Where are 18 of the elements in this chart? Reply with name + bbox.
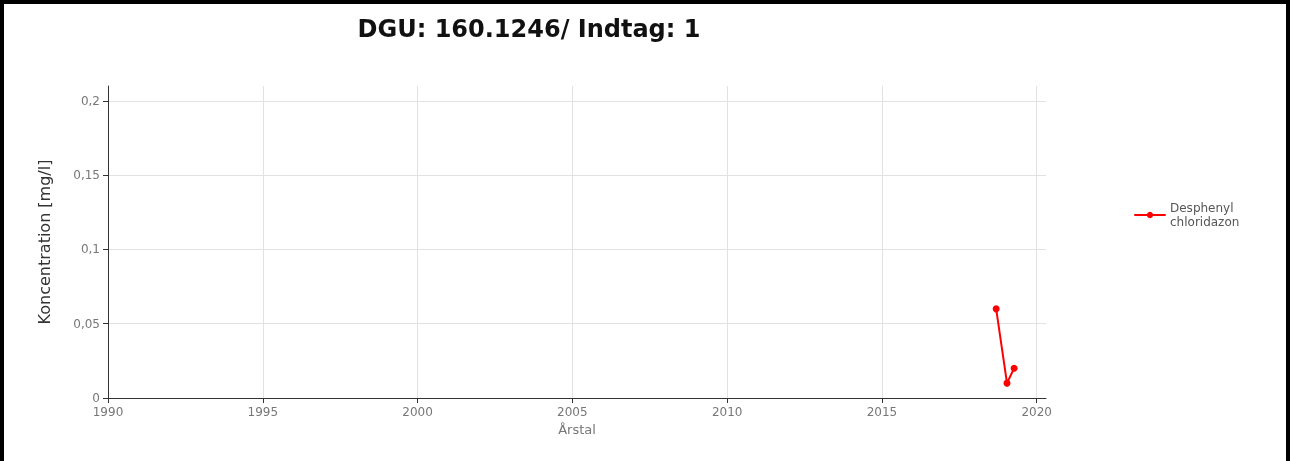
y-tick-label: 0,2 [80,93,100,108]
x-tick-label: 2020 [1021,405,1052,419]
y-tick-label: 0,05 [73,316,100,331]
x-tick-label: 2005 [557,405,588,419]
point [992,305,1000,313]
y-tick-label: 0,15 [73,168,100,183]
y-tick-label: 0,1 [80,242,100,257]
x-tick-label: 1990 [92,405,124,419]
point [1010,364,1018,372]
x-tick-label: 1995 [247,405,279,419]
x-axis-title: Årstal [558,421,596,437]
x-tick-label: 2010 [711,405,743,419]
x-tick-label: 2000 [402,405,433,419]
y-tick-label: 0 [92,391,100,405]
x-tick-label: 2015 [866,405,898,419]
legend-label: Desphenyl chloridazon [1170,201,1240,229]
y-axis-title: Koncentration [mg/l] [34,159,54,325]
chart-title: DGU: 160.1246/ Indtag: 1 [357,15,701,43]
